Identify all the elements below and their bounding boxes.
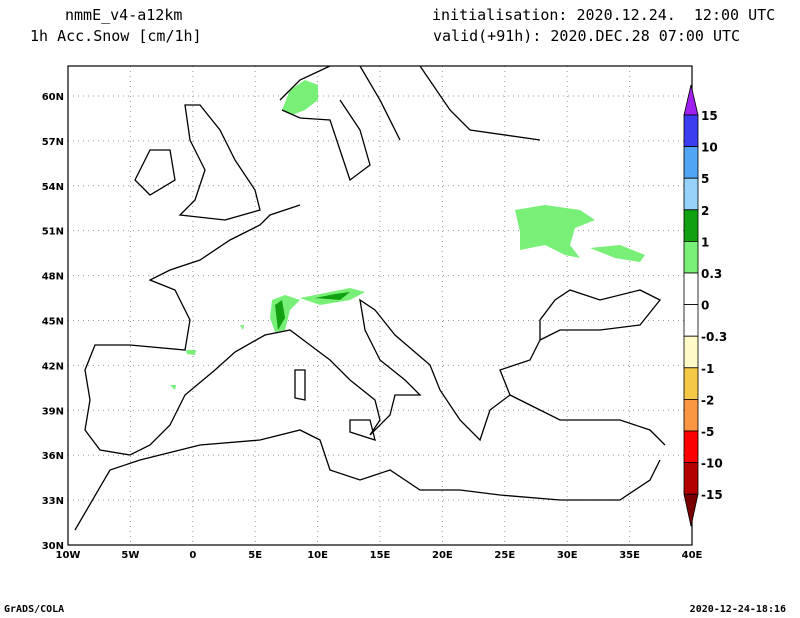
colorbar-label: -5 — [701, 425, 714, 439]
colorbar-label: 0.3 — [701, 267, 722, 281]
coast-britain — [178, 104, 261, 221]
colorbar-segment — [683, 146, 699, 179]
footer-timestamp: 2020-12-24-18:16 — [689, 604, 786, 615]
model-name: nmmE_v4-a12km — [65, 6, 183, 24]
colorbar-segment — [683, 462, 699, 495]
initialisation-time: initialisation: 2020.12.24. 12:00 UTC — [432, 6, 776, 24]
snow-area-alps-core — [275, 300, 285, 330]
lat-tick-label: 30N — [42, 541, 64, 552]
lat-tick-label: 60N — [42, 92, 64, 103]
snow-area-spain — [170, 325, 244, 390]
lat-tick-label: 57N — [42, 137, 64, 148]
lat-tick-label: 42N — [42, 361, 64, 372]
colorbar-label: 2 — [701, 204, 709, 218]
lat-tick-label: 54N — [42, 182, 64, 193]
colorbar-segment — [683, 114, 699, 148]
snow-area-alps-east-core — [315, 292, 350, 300]
colorbar-segment — [683, 177, 699, 211]
colorbar-segment — [683, 430, 699, 464]
valid-time: valid(+91h): 2020.DEC.28 07:00 UTC — [433, 27, 741, 45]
colorbar-label: 5 — [701, 172, 709, 186]
coast-africa — [74, 429, 661, 531]
colorbar-label: -10 — [701, 457, 723, 471]
axis-ticks: 10W 5W 0 5E 10E 15E 20E 25E 30E 35E 40E 30N 33N 36N 39… — [42, 92, 703, 561]
coast-scandinavia — [279, 65, 541, 182]
snow-area-ukraine — [515, 205, 595, 258]
colorbar-segment — [683, 398, 699, 432]
lat-tick-label: 51N — [42, 227, 64, 238]
colorbar-top-arrow — [683, 84, 699, 116]
snow-area-ukraine-east — [590, 245, 645, 262]
lat-tick-label: 45N — [42, 316, 64, 327]
coast-iberia-france-italy-balkans — [84, 204, 541, 456]
colorbar-segment — [683, 335, 699, 369]
lon-tick-label: 10W — [56, 550, 81, 561]
colorbar-bottom-arrow — [683, 493, 699, 527]
lon-tick-label: 5E — [248, 550, 262, 561]
colorbar-label: 15 — [701, 109, 718, 123]
snow-area-norway — [282, 80, 318, 115]
lon-tick-label: 20E — [432, 550, 453, 561]
lon-tick-label: 40E — [682, 550, 703, 561]
footer-grads: GrADS/COLA — [4, 604, 65, 615]
colorbar-segment — [683, 209, 699, 242]
snow-area-alps-west — [270, 295, 300, 332]
colorbar-segment — [683, 240, 699, 274]
colorbar-segment — [683, 272, 699, 306]
lat-tick-label: 36N — [42, 451, 64, 462]
lat-tick-label: 33N — [42, 496, 64, 507]
lon-tick-label: 15E — [370, 550, 391, 561]
lon-tick-label: 30E — [557, 550, 578, 561]
coast-sicily-sardinia — [294, 369, 376, 441]
lon-tick-label: 5W — [121, 550, 139, 561]
lon-tick-label: 25E — [494, 550, 515, 561]
lon-tick-label: 35E — [619, 550, 640, 561]
colorbar-label: -15 — [701, 488, 723, 502]
lat-tick-label: 39N — [42, 406, 64, 417]
coast-turkey — [509, 394, 666, 446]
lon-tick-label: 10E — [307, 550, 328, 561]
colorbar-segment — [683, 367, 699, 400]
colorbar-label: -2 — [701, 393, 714, 407]
colorbar-label: 0 — [701, 299, 709, 313]
coast-black-sea — [539, 289, 662, 341]
coastlines — [74, 65, 666, 531]
coast-ireland — [134, 149, 176, 196]
snow-fields — [170, 80, 645, 390]
colorbar: 15 10 5 2 1 0.3 0 -0.3 -1 -2 -5 -10 -15 — [683, 84, 727, 527]
colorbar-label: 1 — [701, 235, 709, 249]
lat-tick-label: 48N — [42, 272, 64, 283]
colorbar-label: -0.3 — [701, 330, 727, 344]
colorbar-label: -1 — [701, 362, 714, 376]
colorbar-segment — [683, 304, 699, 337]
variable-title: 1h Acc.Snow [cm/1h] — [30, 27, 202, 45]
lon-tick-label: 0 — [189, 550, 196, 561]
colorbar-label: 10 — [701, 141, 718, 155]
